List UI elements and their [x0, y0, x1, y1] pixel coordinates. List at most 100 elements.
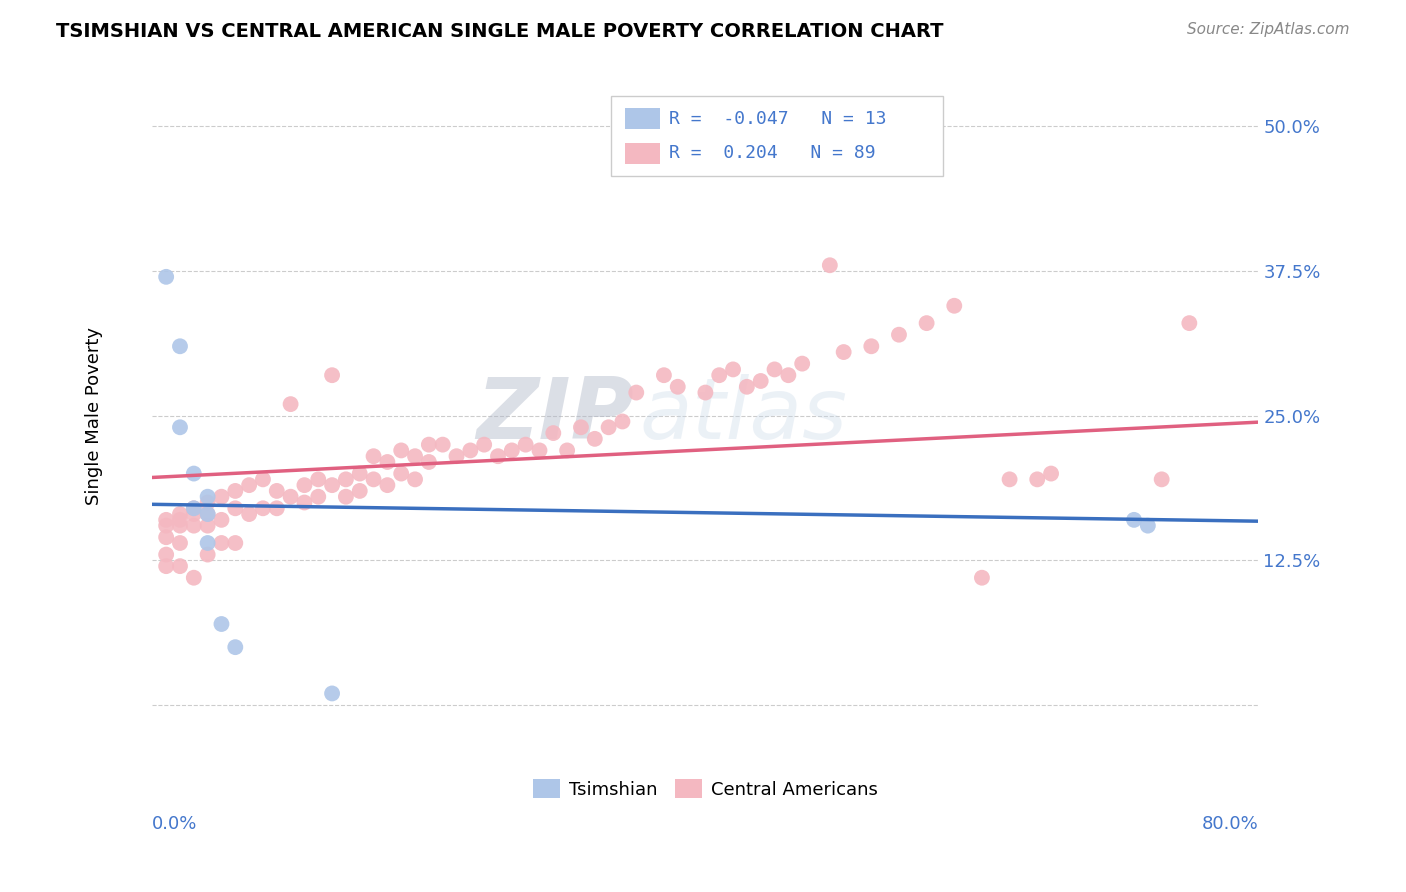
- Point: [238, 478, 260, 492]
- Legend: Tsimshian, Central Americans: Tsimshian, Central Americans: [526, 772, 886, 806]
- Point: [183, 571, 205, 585]
- Point: [860, 339, 883, 353]
- Point: [1040, 467, 1063, 481]
- Point: [321, 686, 343, 700]
- Point: [460, 443, 482, 458]
- Point: [280, 490, 302, 504]
- Point: [155, 559, 177, 574]
- Point: [169, 513, 191, 527]
- Point: [915, 316, 938, 330]
- Text: atlas: atlas: [640, 375, 846, 458]
- Point: [183, 501, 205, 516]
- Point: [735, 380, 758, 394]
- Point: [211, 536, 233, 550]
- Point: [349, 483, 371, 498]
- Point: [832, 345, 855, 359]
- Point: [377, 478, 399, 492]
- Point: [432, 437, 454, 451]
- Point: [612, 415, 634, 429]
- Point: [197, 495, 219, 509]
- Point: [294, 478, 316, 492]
- Point: [1150, 472, 1173, 486]
- Point: [183, 507, 205, 521]
- Point: [307, 472, 329, 486]
- Point: [169, 518, 191, 533]
- Point: [1123, 513, 1146, 527]
- Point: [211, 490, 233, 504]
- Point: [363, 472, 385, 486]
- Point: [197, 490, 219, 504]
- Point: [169, 559, 191, 574]
- Point: [349, 467, 371, 481]
- Point: [818, 258, 841, 272]
- Point: [224, 536, 246, 550]
- Point: [887, 327, 910, 342]
- Point: [155, 269, 177, 284]
- Point: [666, 380, 689, 394]
- Point: [998, 472, 1021, 486]
- Point: [652, 368, 675, 383]
- Text: 80.0%: 80.0%: [1202, 815, 1258, 833]
- Point: [792, 357, 814, 371]
- Point: [472, 437, 495, 451]
- Point: [363, 449, 385, 463]
- Point: [626, 385, 648, 400]
- Point: [197, 518, 219, 533]
- Point: [335, 472, 357, 486]
- Point: [155, 548, 177, 562]
- Point: [404, 449, 426, 463]
- Point: [280, 397, 302, 411]
- Point: [266, 483, 288, 498]
- FancyBboxPatch shape: [624, 143, 659, 163]
- Text: Source: ZipAtlas.com: Source: ZipAtlas.com: [1187, 22, 1350, 37]
- FancyBboxPatch shape: [624, 108, 659, 129]
- Point: [155, 518, 177, 533]
- Point: [418, 455, 440, 469]
- Point: [970, 571, 993, 585]
- Point: [583, 432, 606, 446]
- Point: [294, 495, 316, 509]
- Point: [169, 420, 191, 434]
- Point: [404, 472, 426, 486]
- Point: [155, 530, 177, 544]
- Point: [307, 490, 329, 504]
- Point: [389, 443, 412, 458]
- Point: [555, 443, 578, 458]
- Point: [778, 368, 800, 383]
- Point: [197, 548, 219, 562]
- Text: TSIMSHIAN VS CENTRAL AMERICAN SINGLE MALE POVERTY CORRELATION CHART: TSIMSHIAN VS CENTRAL AMERICAN SINGLE MAL…: [56, 22, 943, 41]
- Point: [749, 374, 772, 388]
- Point: [529, 443, 551, 458]
- Point: [335, 490, 357, 504]
- Point: [224, 640, 246, 655]
- Point: [211, 617, 233, 632]
- Point: [321, 478, 343, 492]
- Point: [321, 368, 343, 383]
- Point: [169, 536, 191, 550]
- Point: [238, 507, 260, 521]
- Point: [721, 362, 744, 376]
- Point: [709, 368, 731, 383]
- Text: Single Male Poverty: Single Male Poverty: [84, 326, 103, 505]
- Point: [389, 467, 412, 481]
- Point: [183, 518, 205, 533]
- Point: [197, 536, 219, 550]
- Point: [183, 467, 205, 481]
- Point: [169, 507, 191, 521]
- Point: [543, 425, 565, 440]
- Text: 0.0%: 0.0%: [152, 815, 198, 833]
- Point: [155, 513, 177, 527]
- Text: R =  0.204   N = 89: R = 0.204 N = 89: [669, 145, 876, 162]
- Point: [197, 507, 219, 521]
- Point: [515, 437, 537, 451]
- Point: [183, 501, 205, 516]
- Text: R =  -0.047   N = 13: R = -0.047 N = 13: [669, 110, 886, 128]
- Point: [943, 299, 966, 313]
- Point: [377, 455, 399, 469]
- Point: [224, 483, 246, 498]
- Point: [252, 472, 274, 486]
- Point: [695, 385, 717, 400]
- Point: [1136, 518, 1159, 533]
- Point: [211, 513, 233, 527]
- FancyBboxPatch shape: [612, 96, 943, 176]
